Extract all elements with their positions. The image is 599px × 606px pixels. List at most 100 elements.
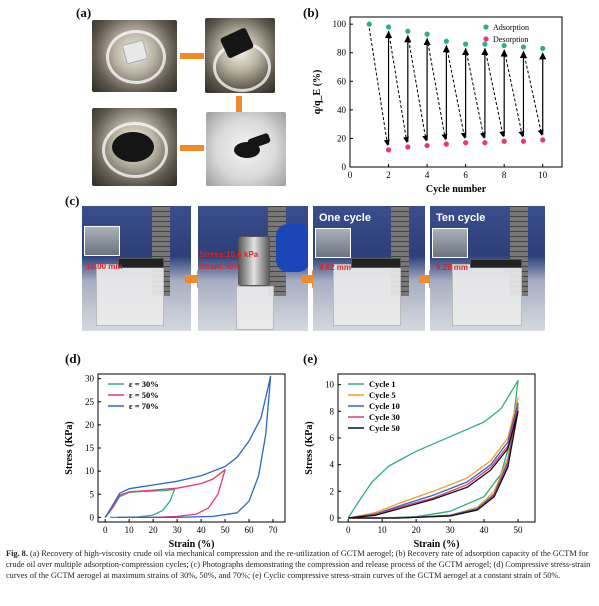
- arrow-down-a: [236, 96, 242, 112]
- stage-compressed: Stress:10.6 kPa Strain:50%: [198, 206, 308, 331]
- cyclic-stress-strain-chart-e: 0 10 20 30 40 50 0 2 4 6 8 10 Strain (%) Stress (KPa)…: [304, 373, 536, 550]
- y-tick-label: 8: [330, 406, 335, 416]
- legend-label-5: Cycle 50: [369, 423, 400, 433]
- desorption-point: [405, 144, 411, 150]
- legend-label-1: Cycle 1: [369, 379, 396, 389]
- legend-label-3: ε = 70%: [129, 401, 159, 411]
- x-axis-label: Cycle number: [426, 184, 487, 195]
- x-tick-label: 10: [378, 525, 388, 535]
- photo-beaker-oil: [92, 108, 177, 186]
- series-line-1: [347, 380, 519, 519]
- stage-one-cycle: One cycle 9.82 mm: [313, 206, 425, 331]
- adsorption-point: [540, 45, 546, 52]
- panel-label-c: (c): [65, 193, 80, 208]
- x-tick-label: 20: [412, 525, 422, 535]
- x-tick-label: 0: [348, 170, 353, 180]
- legend-label-1: ε = 30%: [129, 379, 159, 389]
- y-tick-label: 20: [85, 420, 95, 430]
- x-axis-label: Strain (%): [169, 539, 215, 550]
- x-tick-label: 2: [386, 170, 391, 180]
- x-tick-label: 50: [221, 525, 231, 535]
- clear-block: [236, 286, 274, 330]
- photo-petri-dish: [206, 112, 286, 186]
- y-axis-label: q/q_E (%): [312, 70, 323, 115]
- thickness-initial: 10.00 mm: [86, 262, 123, 271]
- caliper-inset: [432, 228, 468, 258]
- desorption-point: [443, 141, 449, 147]
- desorption-point: [520, 138, 527, 144]
- weight-cylinder: [238, 236, 270, 286]
- clear-block: [96, 264, 164, 326]
- stage-arrow-bar-2: [302, 275, 314, 283]
- y-tick-label: 80: [337, 48, 347, 58]
- x-tick-label: 30: [173, 525, 183, 535]
- legend-label-4: Cycle 30: [369, 412, 400, 422]
- panel-label-b: (b): [303, 5, 319, 20]
- adsorption-point: [443, 38, 449, 44]
- one-cycle-title: One cycle: [319, 212, 371, 224]
- beaker-rim: [106, 30, 166, 84]
- legend-adsorption-marker: [483, 24, 489, 30]
- clear-block: [333, 264, 401, 326]
- x-tick-label: 0: [346, 525, 351, 535]
- y-tick-label: 0: [342, 162, 347, 172]
- plot-frame: [337, 373, 536, 523]
- y-tick-label: 20: [337, 133, 347, 143]
- legend-desorption-marker: [483, 36, 489, 42]
- x-tick-label: 10: [538, 170, 548, 180]
- x-tick-label: 10: [125, 525, 134, 535]
- adsorption-point: [520, 44, 527, 50]
- x-tick-label: 4: [425, 170, 430, 180]
- panel-label-e: (e): [303, 351, 318, 366]
- gloved-hand: [276, 224, 308, 272]
- figure-caption: Fig. 8. (a) Recovery of high-viscosity c…: [6, 548, 594, 581]
- series-line-1: [104, 488, 176, 519]
- x-tick-label: 20: [149, 525, 159, 535]
- caption-text: (a) Recovery of high-viscosity crude oil…: [6, 549, 591, 580]
- ten-cycle-title: Ten cycle: [436, 212, 486, 224]
- panel-label-a: (a): [76, 5, 92, 20]
- adsorption-point: [501, 42, 507, 49]
- y-axis-label: Stress (KPa): [304, 421, 315, 474]
- x-tick-label: 0: [103, 525, 108, 535]
- x-tick-label: 40: [197, 525, 207, 535]
- aerogel-sample: [351, 258, 401, 268]
- y-axis-label: Stress (KPa): [64, 421, 75, 474]
- desorb-arrow: [426, 38, 448, 141]
- recovered-oil: [112, 132, 154, 162]
- adsorption-point: [385, 24, 392, 30]
- beaker-rim: [102, 122, 168, 178]
- aerogel-sample: [470, 259, 522, 268]
- series-line-3: [348, 402, 519, 519]
- desorption-point: [463, 140, 469, 146]
- stage-arrow-bar-3: [419, 275, 431, 283]
- y-tick-label: 6: [330, 433, 335, 443]
- x-tick-label: 30: [446, 525, 456, 535]
- desorb-arrow: [368, 28, 390, 146]
- x-tick-label: 50: [514, 525, 524, 535]
- y-tick-label: 10: [325, 380, 335, 390]
- thickness-one-cycle: 9.82 mm: [319, 263, 352, 272]
- legend-label-2: ε = 50%: [129, 390, 159, 400]
- y-tick-label: 2: [330, 486, 335, 496]
- y-tick-label: 0: [330, 513, 335, 523]
- x-tick-label: 8: [502, 170, 507, 180]
- y-tick-label: 15: [85, 443, 95, 453]
- stress-strain-chart-d: 0 10 20 30 40 50 60 70 0 5 10 15 20 25 30 Strain (%) Str…: [64, 373, 286, 550]
- caliper-inset: [84, 226, 120, 256]
- legend-label-2: Cycle 5: [369, 390, 396, 400]
- y-tick-label: 25: [85, 397, 95, 407]
- desorb-arrow: [484, 48, 506, 138]
- y-tick-label: 4: [330, 460, 335, 470]
- x-tick-label: 40: [480, 525, 490, 535]
- stage-arrow-bar-1: [185, 275, 199, 283]
- arrow-right-a: [180, 53, 204, 59]
- desorb-arrow: [445, 45, 467, 139]
- desorb-arrow: [503, 49, 525, 138]
- stage-initial: 10.00 mm: [82, 206, 191, 331]
- y-tick-label: 0: [90, 512, 95, 522]
- caption-label: Fig. 8.: [6, 549, 28, 558]
- photo-beaker-soaked: [205, 18, 275, 93]
- desorb-arrow: [388, 30, 409, 143]
